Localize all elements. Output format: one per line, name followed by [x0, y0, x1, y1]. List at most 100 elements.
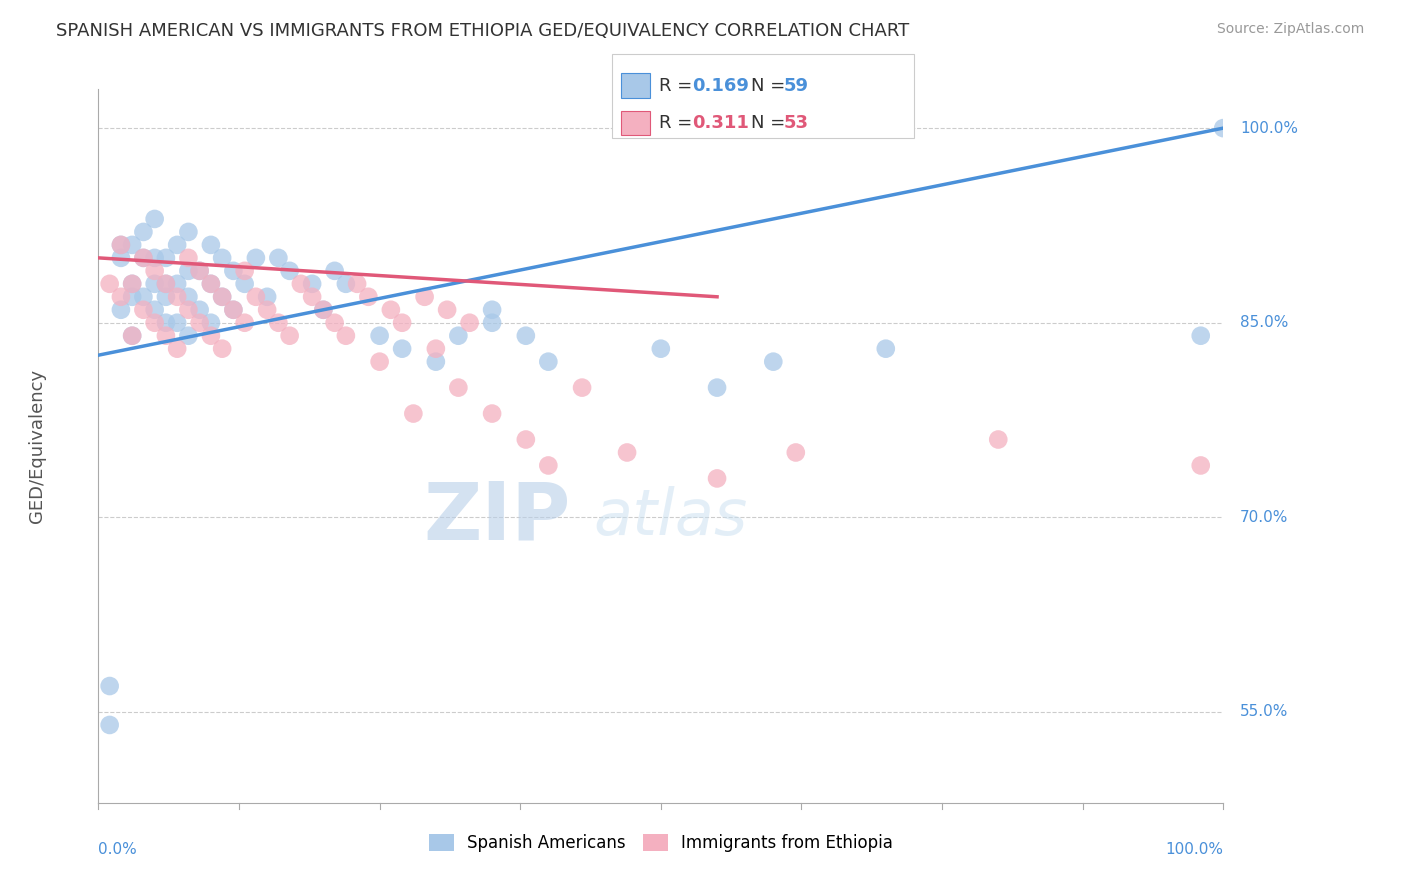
Point [211, 251, 233, 265]
Point [447, 381, 470, 395]
Point [143, 211, 166, 226]
Text: atlas: atlas [593, 486, 748, 549]
Point [200, 328, 222, 343]
Point [785, 445, 807, 459]
Point [571, 381, 593, 395]
Point [121, 290, 143, 304]
Point [166, 238, 188, 252]
Text: 100.0%: 100.0% [1240, 120, 1298, 136]
Point [368, 354, 391, 368]
Point [110, 302, 132, 317]
Point [436, 302, 458, 317]
Point [200, 277, 222, 291]
Point [346, 277, 368, 291]
Point [132, 290, 155, 304]
Point [368, 328, 391, 343]
Point [177, 302, 200, 317]
Point [177, 225, 200, 239]
Point [166, 342, 188, 356]
Text: N =: N = [751, 114, 790, 132]
Point [177, 264, 200, 278]
Point [335, 277, 357, 291]
Point [875, 342, 897, 356]
Point [301, 290, 323, 304]
Text: 59: 59 [783, 77, 808, 95]
Point [200, 238, 222, 252]
Point [166, 277, 188, 291]
Point [121, 277, 143, 291]
Point [143, 277, 166, 291]
Point [537, 354, 560, 368]
Point [233, 264, 256, 278]
Point [155, 277, 177, 291]
Point [132, 302, 155, 317]
Point [188, 264, 211, 278]
Point [616, 445, 638, 459]
Point [267, 316, 290, 330]
Point [391, 316, 413, 330]
Point [323, 316, 346, 330]
Point [515, 433, 537, 447]
Text: R =: R = [659, 114, 699, 132]
Point [391, 342, 413, 356]
Text: 0.311: 0.311 [692, 114, 748, 132]
Point [110, 238, 132, 252]
Point [143, 264, 166, 278]
Point [200, 277, 222, 291]
Point [222, 264, 245, 278]
Point [447, 328, 470, 343]
Point [155, 277, 177, 291]
Point [762, 354, 785, 368]
Text: GED/Equivalency: GED/Equivalency [28, 369, 45, 523]
Point [267, 251, 290, 265]
Point [143, 316, 166, 330]
Point [987, 433, 1010, 447]
Point [650, 342, 672, 356]
Point [177, 328, 200, 343]
Point [425, 354, 447, 368]
Point [278, 328, 301, 343]
Point [98, 277, 121, 291]
Text: Source: ZipAtlas.com: Source: ZipAtlas.com [1216, 22, 1364, 37]
Point [380, 302, 402, 317]
Point [188, 302, 211, 317]
Text: 0.169: 0.169 [692, 77, 748, 95]
Point [200, 316, 222, 330]
Text: 0.0%: 0.0% [98, 842, 138, 856]
Point [155, 251, 177, 265]
Point [278, 264, 301, 278]
Point [155, 328, 177, 343]
Point [143, 251, 166, 265]
Point [110, 238, 132, 252]
Point [211, 290, 233, 304]
Point [301, 277, 323, 291]
Point [166, 290, 188, 304]
Point [357, 290, 380, 304]
Point [515, 328, 537, 343]
Text: 100.0%: 100.0% [1166, 842, 1223, 856]
Text: 85.0%: 85.0% [1240, 315, 1288, 330]
Point [188, 316, 211, 330]
Point [256, 302, 278, 317]
Point [290, 277, 312, 291]
Point [245, 290, 267, 304]
Point [110, 251, 132, 265]
Text: R =: R = [659, 77, 699, 95]
Point [121, 328, 143, 343]
Point [481, 316, 503, 330]
Point [335, 328, 357, 343]
Point [425, 342, 447, 356]
Point [222, 302, 245, 317]
Point [110, 290, 132, 304]
Point [256, 290, 278, 304]
Point [706, 471, 728, 485]
Point [211, 290, 233, 304]
Point [458, 316, 481, 330]
Point [481, 407, 503, 421]
Point [233, 316, 256, 330]
Point [155, 290, 177, 304]
Point [312, 302, 335, 317]
Point [211, 342, 233, 356]
Point [121, 238, 143, 252]
Point [132, 251, 155, 265]
